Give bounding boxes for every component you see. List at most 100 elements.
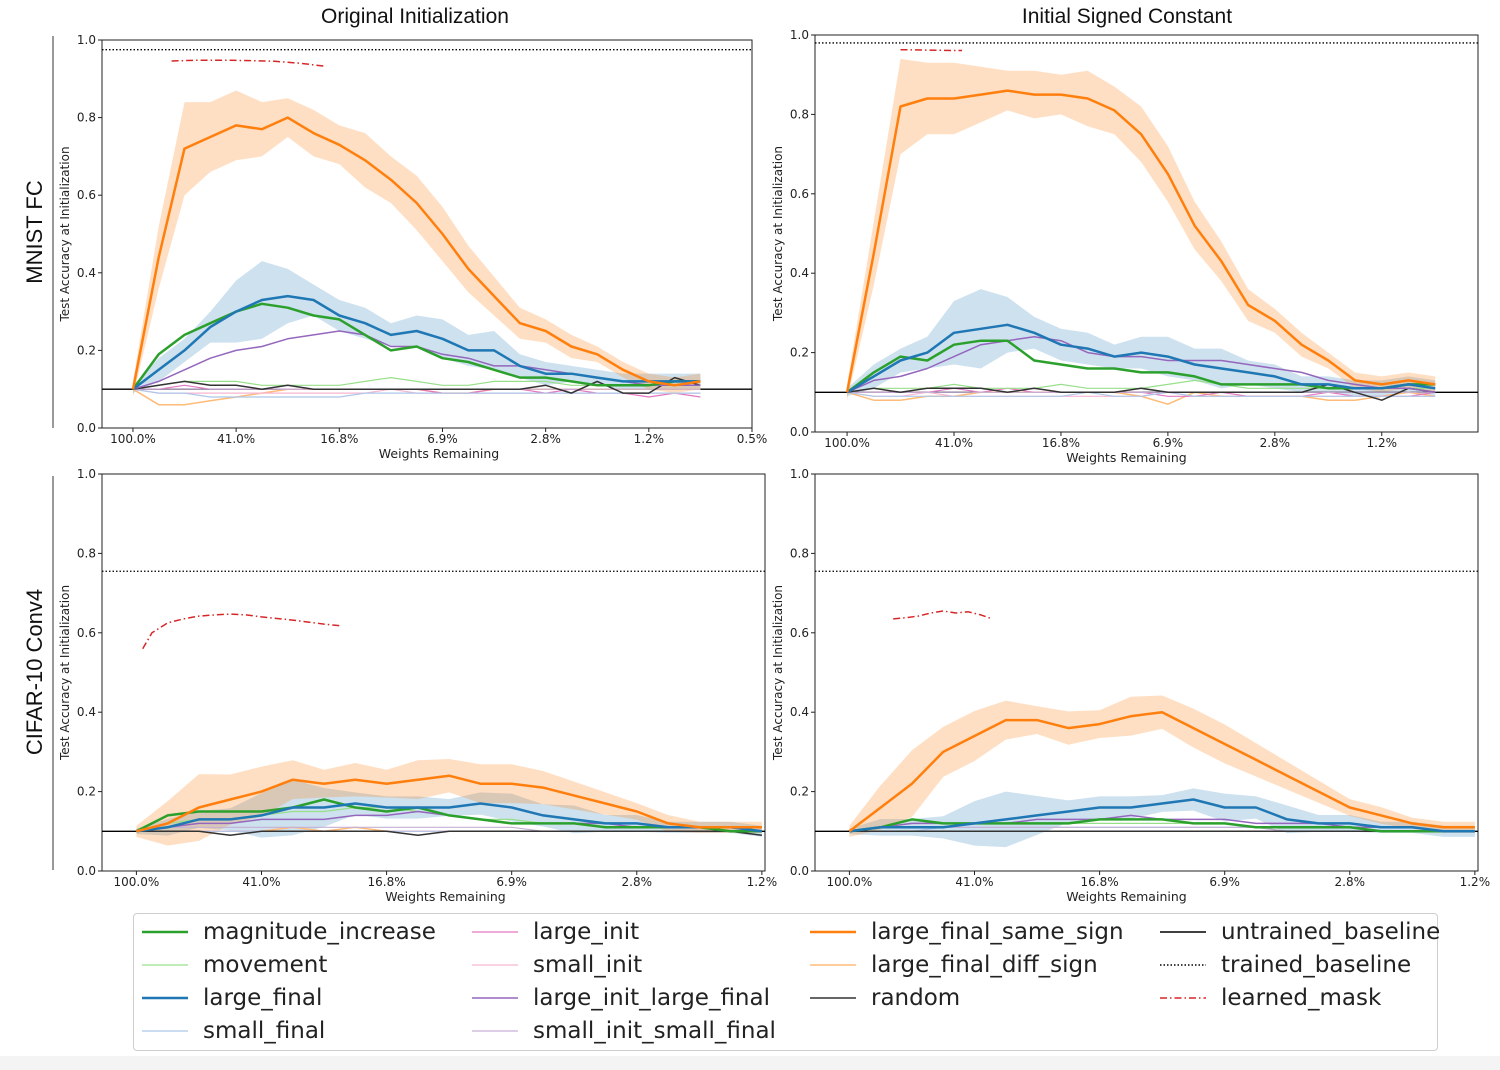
y-tick-label: 0.6 xyxy=(77,188,96,202)
plot-content xyxy=(102,570,765,846)
y-tick-label: 0.8 xyxy=(77,546,96,560)
legend-item-untrained-baseline: untrained_baseline xyxy=(1159,916,1440,948)
legend-item-large-init-large-final: large_init_large_final xyxy=(471,982,770,1014)
legend: magnitude_increase movement large_final sma… xyxy=(133,913,1440,1051)
y-tick-label: 1.0 xyxy=(790,467,809,481)
x-tick-label: 2.8% xyxy=(1260,436,1291,450)
y-tick-label: 0.2 xyxy=(77,343,96,357)
series-line-large-final xyxy=(849,798,1475,833)
y-tick-label: 0.0 xyxy=(77,864,96,878)
legend-label: large_init xyxy=(533,919,640,945)
y-tick-label: 1.0 xyxy=(77,467,96,481)
row-label: MNIST FC xyxy=(22,180,47,284)
legend-swatch xyxy=(1160,931,1206,933)
chart-panel-4: 0.0 0.2 0.4 0.6 0.8 1.0 100.0% 41.0% 16.8% 6.9% 2.… xyxy=(771,467,1490,904)
legend-swatch xyxy=(810,997,856,999)
legend-label: learned_mask xyxy=(1221,985,1382,1011)
x-tick-label: 2.8% xyxy=(622,875,653,889)
series-line-random xyxy=(136,830,762,837)
y-tick-label: 1.0 xyxy=(790,28,809,42)
plot-content xyxy=(815,570,1478,848)
legend-swatch xyxy=(142,1030,188,1032)
series-line-learned-mask xyxy=(142,613,340,650)
y-tick-label: 0.2 xyxy=(790,785,809,799)
chart-panel-3: 0.0 0.2 0.4 0.6 0.8 1.0 100.0% 41.0% 16.8% 6.9% 2.… xyxy=(58,467,777,904)
x-tick-label: 41.0% xyxy=(955,875,993,889)
legend-label: magnitude_increase xyxy=(203,919,436,945)
x-tick-label: 16.8% xyxy=(368,875,406,889)
x-axis-label: Weights Remaining xyxy=(1066,450,1186,465)
legend-label: large_final xyxy=(203,985,323,1011)
plot-content xyxy=(102,49,752,406)
legend-swatch xyxy=(810,930,856,934)
y-axis-label: Test Accuracy at Initialization xyxy=(771,146,785,322)
y-tick-label: 0.0 xyxy=(77,421,96,435)
legend-label: small_init xyxy=(533,952,643,978)
legend-label: small_init_small_final xyxy=(533,1018,776,1044)
x-tick-label: 0.5% xyxy=(737,432,768,446)
y-axis-label: Test Accuracy at Initialization xyxy=(58,585,72,761)
series-line-large-final-same-sign xyxy=(845,89,1436,393)
series-line-learned-mask xyxy=(893,610,991,620)
series-line-large-final xyxy=(132,294,701,391)
x-tick-label: 2.8% xyxy=(1335,875,1366,889)
y-tick-label: 0.6 xyxy=(77,626,96,640)
legend-item-small-final: small_final xyxy=(141,1015,325,1047)
legend-item-trained-baseline: trained_baseline xyxy=(1159,949,1411,981)
legend-label: large_final_same_sign xyxy=(871,919,1124,945)
confidence-band-large-final-same-sign xyxy=(847,58,1436,401)
x-tick-label: 6.9% xyxy=(496,875,527,889)
x-tick-label: 6.9% xyxy=(1209,875,1240,889)
x-tick-label: 100.0% xyxy=(110,432,156,446)
legend-item-movement: movement xyxy=(141,949,327,981)
series-line-large-final-same-sign xyxy=(848,710,1475,833)
series-line-small-final xyxy=(132,388,701,398)
plot-area xyxy=(101,39,753,429)
series-line-large-final-same-sign xyxy=(136,774,762,833)
x-tick-label: 1.2% xyxy=(1367,436,1398,450)
legend-label: small_final xyxy=(203,1018,326,1044)
legend-swatch xyxy=(810,964,856,966)
footer-strip xyxy=(0,1056,1500,1070)
y-tick-label: 0.0 xyxy=(790,425,809,439)
x-tick-label: 1.2% xyxy=(747,875,778,889)
x-tick-label: 41.0% xyxy=(935,436,973,450)
series-line-magnitude-increase xyxy=(849,818,1475,833)
series-line-magnitude-increase xyxy=(846,339,1436,394)
x-tick-label: 6.9% xyxy=(1153,436,1184,450)
series-line-large-final xyxy=(136,802,763,833)
series-line-learned-mask xyxy=(171,59,327,68)
confidence-band-large-final xyxy=(132,261,701,394)
legend-item-large-final-same-sign: large_final_same_sign xyxy=(809,916,1124,948)
legend-label: untrained_baseline xyxy=(1221,919,1441,945)
x-axis-label: Weights Remaining xyxy=(385,889,505,904)
y-tick-label: 0.4 xyxy=(790,266,809,280)
confidence-band-large-final-same-sign xyxy=(132,90,701,397)
legend-swatch xyxy=(1160,964,1206,966)
legend-swatch xyxy=(472,964,518,966)
x-tick-label: 16.8% xyxy=(1042,436,1080,450)
series-line-large-init-large-final xyxy=(846,335,1436,394)
y-tick-label: 0.8 xyxy=(790,546,809,560)
y-tick-label: 0.8 xyxy=(790,107,809,121)
x-tick-label: 6.9% xyxy=(427,432,458,446)
legend-label: large_final_diff_sign xyxy=(871,952,1098,978)
legend-label: random xyxy=(871,985,961,1011)
x-tick-label: 2.8% xyxy=(530,432,561,446)
legend-item-magnitude-increase: magnitude_increase xyxy=(141,916,436,948)
legend-item-small-init-small-final: small_init_small_final xyxy=(471,1015,776,1047)
legend-swatch xyxy=(142,964,188,966)
row-label: CIFAR-10 Conv4 xyxy=(22,589,47,755)
x-tick-label: 1.2% xyxy=(1460,875,1491,889)
x-tick-label: 100.0% xyxy=(114,875,160,889)
x-tick-label: 1.2% xyxy=(634,432,665,446)
y-tick-label: 0.8 xyxy=(77,111,96,125)
legend-label: movement xyxy=(203,952,328,978)
chart-title: Original Initialization xyxy=(321,5,509,28)
legend-swatch xyxy=(472,997,518,999)
legend-swatch xyxy=(1160,997,1206,999)
legend-swatch xyxy=(142,996,188,1000)
y-tick-label: 0.2 xyxy=(77,785,96,799)
series-line-large-final-same-sign xyxy=(131,116,701,390)
